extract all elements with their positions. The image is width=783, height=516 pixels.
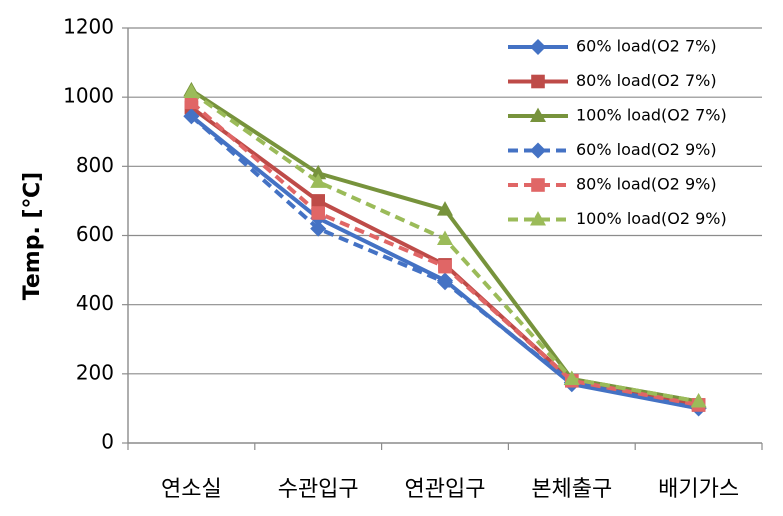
- y-tick-label: 400: [76, 291, 114, 315]
- y-tick-label: 1200: [63, 15, 114, 39]
- legend-marker: [531, 74, 545, 89]
- legend-entry: 60% load(O2 9%): [508, 140, 717, 159]
- legend-label: 80% load(O2 9%): [576, 175, 717, 194]
- data-point: [437, 201, 453, 216]
- y-tick-labels: 0 200 400 600 800 1000 1200: [63, 15, 114, 454]
- x-category-label: 연소실: [161, 477, 222, 502]
- legend-entry: 100% load(O2 7%): [508, 106, 727, 125]
- legend-label: 80% load(O2 7%): [576, 71, 717, 90]
- data-point: [311, 194, 325, 208]
- data-point: [437, 274, 453, 291]
- data-point: [310, 220, 327, 237]
- data-point: [183, 83, 200, 98]
- data-point: [438, 259, 452, 274]
- legend-entry: 60% load(O2 7%): [508, 37, 717, 56]
- y-axis-title: Temp. [℃]: [20, 172, 45, 300]
- legend-entry: 100% load(O2 9%): [508, 209, 727, 228]
- y-tick-label: 800: [76, 153, 114, 177]
- data-point: [437, 230, 453, 245]
- legend-entry: 80% load(O2 7%): [508, 71, 717, 90]
- legend-marker: [530, 142, 546, 159]
- x-category-label: 본체출구: [531, 477, 612, 502]
- data-point: [310, 173, 327, 188]
- data-point: [311, 206, 325, 220]
- legend-marker: [531, 178, 545, 192]
- x-category-label: 수관입구: [278, 477, 359, 502]
- series-6: [183, 83, 707, 408]
- legend-marker: [530, 211, 546, 226]
- legend-marker: [530, 39, 546, 55]
- data-point: [690, 393, 707, 408]
- x-category-label: 배기가스: [658, 477, 739, 502]
- legend-label: 100% load(O2 7%): [576, 106, 727, 125]
- data-point: [310, 164, 327, 180]
- data-series: [183, 81, 707, 417]
- y-tick-label: 600: [76, 222, 114, 246]
- legend-entry: 80% load(O2 9%): [508, 175, 717, 194]
- data-point: [183, 108, 200, 125]
- x-category-label: 연관입구: [405, 477, 486, 502]
- legend: 60% load(O2 7%) 80% load(O2 7%) 100% load(…: [508, 37, 727, 228]
- legend-marker: [530, 107, 546, 122]
- data-point: [184, 95, 199, 110]
- axes: [122, 27, 763, 450]
- legend-label: 60% load(O2 7%): [576, 37, 717, 56]
- y-tick-label: 1000: [63, 84, 114, 108]
- legend-label: 100% load(O2 9%): [576, 209, 727, 228]
- data-point: [563, 370, 580, 386]
- y-tick-label: 200: [76, 360, 114, 384]
- series-line: [190, 88, 699, 404]
- x-category-labels: 연소실 수관입구 연관입구 본체출구 배기가스: [161, 477, 739, 502]
- legend-label: 60% load(O2 9%): [576, 140, 717, 159]
- y-tick-label: 0: [101, 430, 114, 454]
